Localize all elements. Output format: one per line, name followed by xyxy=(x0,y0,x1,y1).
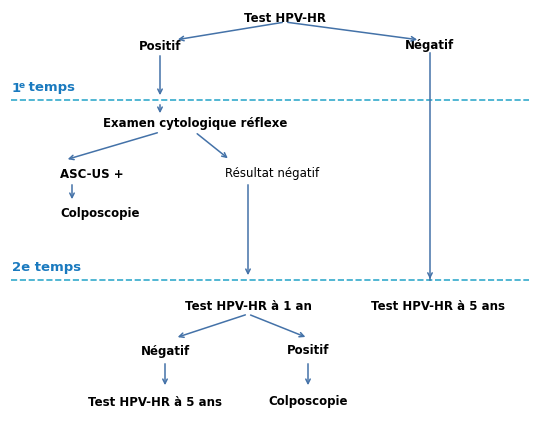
Text: Positif: Positif xyxy=(139,40,181,53)
Text: 2e temps: 2e temps xyxy=(12,261,81,274)
Text: temps: temps xyxy=(24,82,75,95)
Text: Résultat négatif: Résultat négatif xyxy=(225,168,319,181)
Text: Test HPV-HR à 5 ans: Test HPV-HR à 5 ans xyxy=(88,396,222,409)
Text: e: e xyxy=(19,80,25,90)
Text: Test HPV-HR à 1 an: Test HPV-HR à 1 an xyxy=(185,300,312,313)
Text: ASC-US +: ASC-US + xyxy=(60,168,124,181)
Text: Négatif: Négatif xyxy=(406,40,455,53)
Text: Positif: Positif xyxy=(287,344,329,358)
Text: Négatif: Négatif xyxy=(140,344,190,358)
Text: Colposcopie: Colposcopie xyxy=(268,396,348,409)
Text: Colposcopie: Colposcopie xyxy=(60,207,139,220)
Text: Test HPV-HR: Test HPV-HR xyxy=(244,12,326,25)
Text: Test HPV-HR à 5 ans: Test HPV-HR à 5 ans xyxy=(371,300,505,313)
Text: 1: 1 xyxy=(12,82,21,95)
Text: Examen cytologique réflexe: Examen cytologique réflexe xyxy=(103,117,287,131)
